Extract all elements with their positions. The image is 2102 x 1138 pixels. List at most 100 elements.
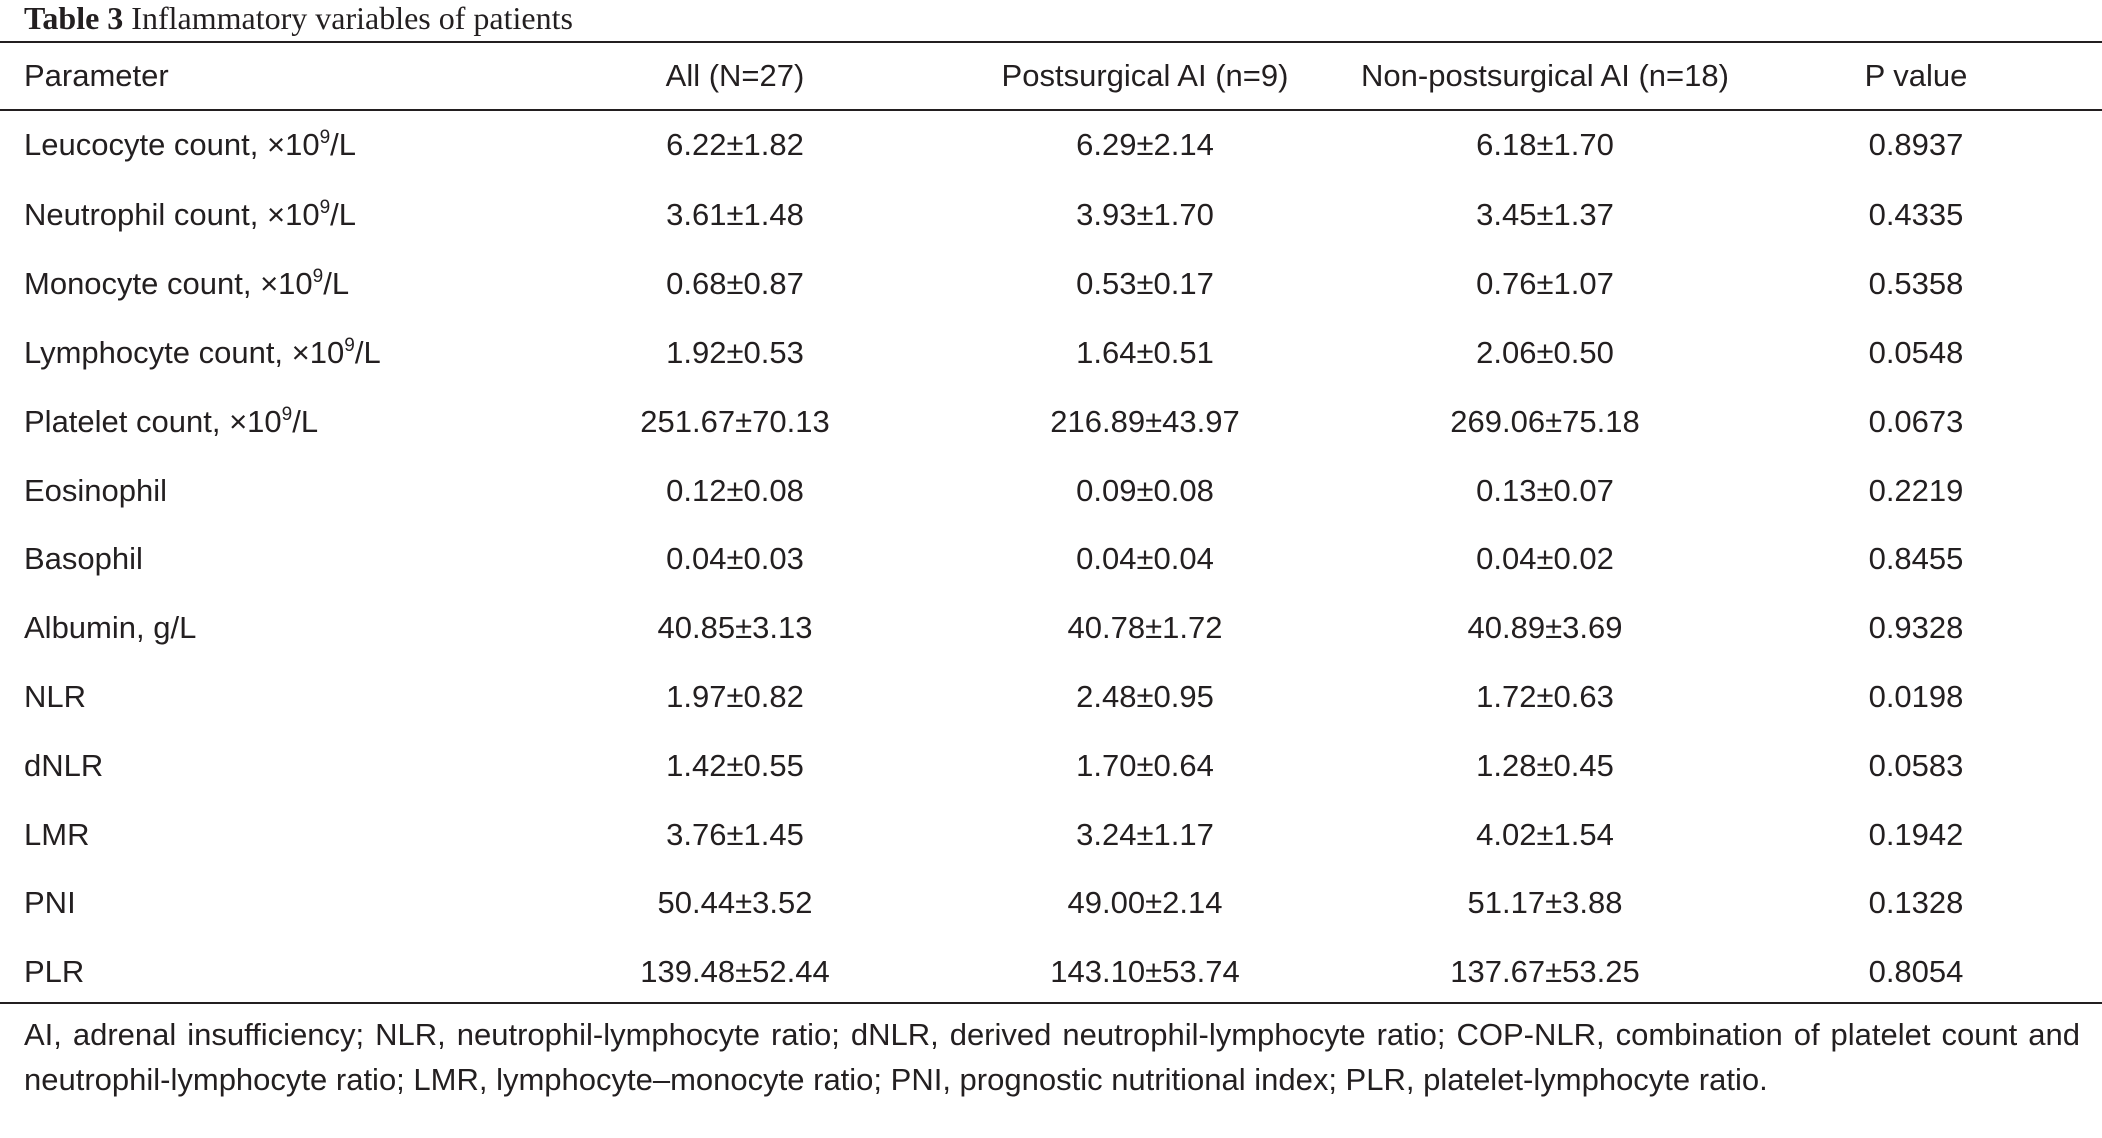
value-non-postsurgical-ai-cell: 137.67±53.25	[1450, 954, 1640, 990]
header-all: All (N=27)	[665, 58, 805, 93]
table-row: Leucocyte count, ×109/L 6.22±1.82 6.29±2.1…	[0, 109, 2102, 181]
parameter-cell: Platelet count, ×109/L	[0, 387, 540, 456]
value-p-cell: 0.9328	[1868, 610, 1964, 646]
parameter-cell: Leucocyte count, ×109/L	[0, 109, 540, 181]
value-all-cell: 50.44±3.52	[657, 885, 813, 921]
parameter-cell: NLR	[0, 663, 540, 732]
parameter-label: PNI	[24, 885, 76, 921]
value-all-cell: 0.12±0.08	[666, 472, 804, 508]
table-row: Lymphocyte count, ×109/L 1.92±0.53 1.64±0.…	[0, 319, 2102, 388]
parameter-label: Monocyte count, ×10	[24, 266, 313, 302]
header-row: Parameter All (N=27) Postsurgical AI (n=…	[0, 43, 2102, 109]
value-p-cell: 0.4335	[1868, 197, 1964, 233]
value-p-cell: 0.0673	[1868, 403, 1964, 439]
value-postsurgical-ai-cell: 6.29±2.14	[1076, 127, 1214, 162]
parameter-cell: Neutrophil count, ×109/L	[0, 181, 540, 250]
value-non-postsurgical-ai-cell: 1.28±0.45	[1476, 747, 1614, 783]
parameter-label: LMR	[24, 816, 90, 852]
value-all-cell: 0.04±0.03	[666, 541, 804, 577]
value-non-postsurgical-ai-cell: 3.45±1.37	[1476, 197, 1614, 233]
parameter-cell: dNLR	[0, 731, 540, 800]
table-row: Albumin, g/L 40.85±3.13 40.78±1.72 40.89±3.…	[0, 594, 2102, 663]
parameter-label: dNLR	[24, 747, 104, 783]
value-postsurgical-ai-cell: 0.04±0.04	[1076, 541, 1214, 577]
value-p-cell: 0.1328	[1868, 885, 1964, 921]
value-postsurgical-ai-cell: 49.00±2.14	[1067, 885, 1223, 921]
header-p-value: P value	[1864, 58, 1968, 93]
header-postsurgical-ai: Postsurgical AI (n=9)	[1001, 58, 1289, 93]
value-non-postsurgical-ai-cell: 0.76±1.07	[1476, 266, 1614, 302]
parameter-label: Lymphocyte count, ×10	[24, 334, 345, 370]
header-parameter: Parameter	[24, 58, 169, 93]
value-all-cell: 139.48±52.44	[640, 954, 830, 990]
value-all-cell: 251.67±70.13	[640, 403, 830, 439]
table-row: Monocyte count, ×109/L 0.68±0.87 0.53±0.17…	[0, 250, 2102, 319]
inflammatory-variables-table: Parameter All (N=27) Postsurgical AI (n=…	[0, 43, 2102, 1007]
value-postsurgical-ai-cell: 3.93±1.70	[1076, 197, 1214, 233]
header-non-postsurgical-ai: Non-postsurgical AI (n=18)	[1361, 58, 1729, 93]
value-p-cell: 0.0548	[1868, 334, 1964, 370]
value-postsurgical-ai-cell: 216.89±43.97	[1050, 403, 1240, 439]
value-p-cell: 0.8455	[1868, 541, 1964, 577]
table-row: NLR 1.97±0.82 2.48±0.95 1.72±0.63 0.0198	[0, 663, 2102, 732]
parameter-cell: Lymphocyte count, ×109/L	[0, 319, 540, 388]
value-non-postsurgical-ai-cell: 269.06±75.18	[1450, 403, 1640, 439]
value-all-cell: 40.85±3.13	[657, 610, 813, 646]
bottom-rule	[0, 1002, 2102, 1004]
parameter-cell: Monocyte count, ×109/L	[0, 250, 540, 319]
unit-suffix: /L	[323, 266, 350, 302]
table-row: PNI 50.44±3.52 49.00±2.14 51.17±3.88 0.1328	[0, 869, 2102, 938]
table-row: Eosinophil 0.12±0.08 0.09±0.08 0.13±0.07 0.2…	[0, 456, 2102, 525]
unit-exponent: 9	[319, 197, 331, 219]
parameter-label: Albumin, g/L	[24, 610, 197, 646]
value-non-postsurgical-ai-cell: 0.04±0.02	[1476, 541, 1614, 577]
value-p-cell: 0.2219	[1868, 472, 1964, 508]
parameter-label: Platelet count, ×10	[24, 403, 282, 439]
table-row: PLR 139.48±52.44 143.10±53.74 137.67±53.25 0…	[0, 938, 2102, 1007]
value-p-cell: 0.8937	[1868, 127, 1964, 162]
parameter-label: PLR	[24, 954, 85, 990]
value-postsurgical-ai-cell: 40.78±1.72	[1067, 610, 1223, 646]
value-postsurgical-ai-cell: 1.64±0.51	[1076, 334, 1214, 370]
value-non-postsurgical-ai-cell: 2.06±0.50	[1476, 334, 1614, 370]
unit-suffix: /L	[330, 127, 357, 162]
top-rule	[0, 41, 2102, 43]
value-postsurgical-ai-cell: 1.70±0.64	[1076, 747, 1214, 783]
unit-exponent: 9	[281, 403, 293, 425]
value-p-cell: 0.0198	[1868, 678, 1964, 714]
value-p-cell: 0.0583	[1868, 747, 1964, 783]
table-footnote: AI, adrenal insufficiency; NLR, neutroph…	[24, 1017, 2080, 1097]
parameter-cell: Basophil	[0, 525, 540, 594]
table-row: Basophil 0.04±0.03 0.04±0.04 0.04±0.02 0.845…	[0, 525, 2102, 594]
value-p-cell: 0.8054	[1868, 954, 1964, 990]
value-all-cell: 0.68±0.87	[666, 266, 804, 302]
unit-exponent: 9	[319, 127, 331, 148]
unit-exponent: 9	[344, 334, 355, 356]
value-all-cell: 6.22±1.82	[666, 127, 804, 162]
parameter-label: Neutrophil count, ×10	[24, 197, 320, 233]
table-row: Neutrophil count, ×109/L 3.61±1.48 3.93±1.…	[0, 181, 2102, 250]
parameter-label: NLR	[24, 678, 87, 714]
parameter-cell: Eosinophil	[0, 456, 540, 525]
table-row: LMR 3.76±1.45 3.24±1.17 4.02±1.54 0.1942	[0, 800, 2102, 869]
value-non-postsurgical-ai-cell: 51.17±3.88	[1467, 885, 1623, 921]
value-postsurgical-ai-cell: 143.10±53.74	[1050, 954, 1240, 990]
parameter-cell: Albumin, g/L	[0, 594, 540, 663]
value-p-cell: 0.1942	[1868, 816, 1964, 852]
value-non-postsurgical-ai-cell: 40.89±3.69	[1467, 610, 1623, 646]
table-row: Platelet count, ×109/L 251.67±70.13 216.89…	[0, 387, 2102, 456]
value-postsurgical-ai-cell: 0.53±0.17	[1076, 266, 1214, 302]
unit-suffix: /L	[330, 197, 356, 233]
value-all-cell: 3.76±1.45	[666, 816, 804, 852]
table-number: Table 3	[24, 0, 124, 36]
table-caption: Table 3 Inflammatory variables of patien…	[24, 0, 573, 36]
table-row: dNLR 1.42±0.55 1.70±0.64 1.28±0.45 0.0583	[0, 731, 2102, 800]
parameter-cell: PNI	[0, 869, 540, 938]
value-all-cell: 3.61±1.48	[666, 197, 804, 233]
value-postsurgical-ai-cell: 0.09±0.08	[1076, 472, 1214, 508]
value-non-postsurgical-ai-cell: 0.13±0.07	[1476, 472, 1614, 508]
value-all-cell: 1.92±0.53	[666, 334, 804, 370]
value-p-cell: 0.5358	[1868, 266, 1964, 302]
table-title: Inflammatory variables of patients	[131, 0, 573, 36]
parameter-label: Basophil	[24, 541, 143, 577]
